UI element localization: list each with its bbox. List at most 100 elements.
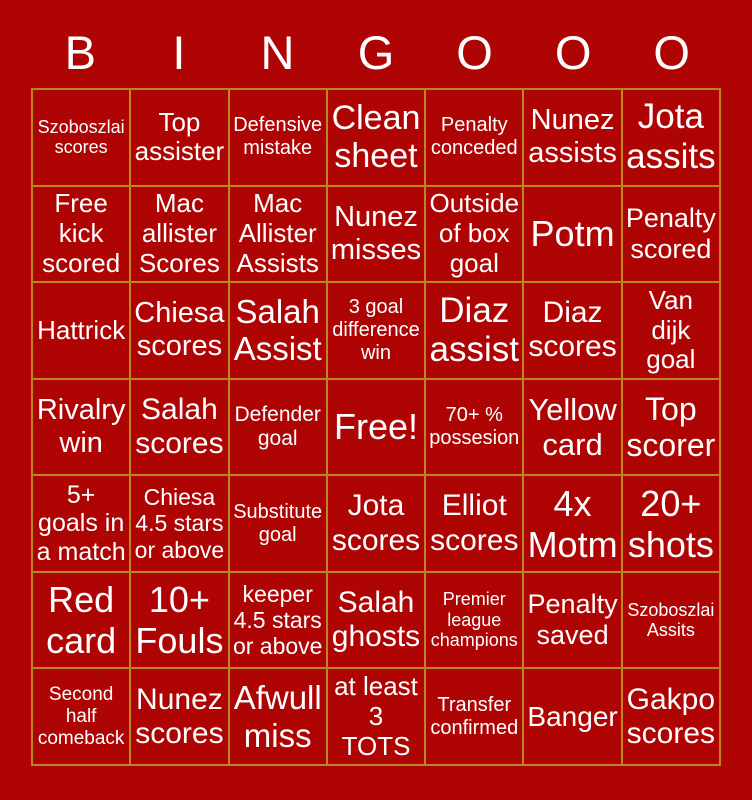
bingo-cell[interactable]: Transfer confirmed (426, 669, 523, 764)
bingo-cell[interactable]: Red card (33, 572, 130, 668)
bingo-cell[interactable]: Van dijk goal (622, 283, 719, 378)
bingo-cell[interactable]: Clean sheet (327, 90, 425, 185)
bingo-cell[interactable]: Hattrick (33, 283, 130, 378)
bingo-cell[interactable]: Second half comeback (33, 669, 130, 764)
bingo-cell[interactable]: Nunez misses (327, 186, 425, 282)
bingo-cell-text: Banger (527, 700, 618, 732)
bingo-cell-text: Nunez scores (135, 682, 224, 750)
bingo-board: Szoboszlai scores Top assister Defensive m… (31, 88, 721, 766)
bingo-cell[interactable]: Banger (524, 669, 621, 764)
bingo-cell-text: Top assister (134, 106, 225, 167)
bingo-cell[interactable]: Defender goal (229, 379, 326, 475)
bingo-cell[interactable]: Mac Allister Assists (229, 186, 326, 282)
bingo-cell-text: Hattrick (37, 314, 126, 345)
bingo-cell-text: Diaz scores (528, 296, 617, 364)
bingo-cell[interactable]: Salah scores (131, 379, 228, 475)
bingo-cell[interactable]: 70+ % possesion (426, 379, 523, 475)
bingo-title-letter: N (260, 25, 295, 79)
bingo-title-letter: G (357, 25, 395, 79)
bingo-cell[interactable]: Elliot scores (426, 476, 523, 571)
bingo-cell-text: Defensive mistake (233, 114, 323, 160)
bingo-cell-text: Second half comeback (37, 684, 125, 749)
bingo-cell[interactable]: Gakpo scores (622, 669, 719, 764)
bingo-cell-text: Van dijk goal (646, 284, 696, 375)
bingo-cell[interactable]: Salah ghosts (327, 572, 425, 668)
bingo-cell[interactable]: Diaz scores (524, 283, 621, 378)
bingo-cell[interactable]: Jota scores (327, 476, 425, 571)
bingo-cell-text: 5+ goals in a match (36, 480, 126, 566)
bingo-cell-text: Premier league champions (430, 589, 518, 651)
bingo-cell[interactable]: Substitute goal (229, 476, 326, 571)
bingo-cell-text: Salah Assist (233, 292, 322, 368)
bingo-cell[interactable]: Salah Assist (229, 283, 326, 378)
bingo-cell[interactable]: 3 goal difference win (327, 283, 425, 378)
bingo-cell[interactable]: 5+ goals in a match (33, 476, 130, 571)
bingo-cell-text: Chiesa 4.5 stars or above (134, 484, 225, 563)
bingo-cell-text: 4x Motm (527, 482, 618, 565)
bingo-cell[interactable]: Mac allister Scores (131, 186, 228, 282)
bingo-cell[interactable]: Penalty saved (524, 572, 621, 668)
bingo-cell-text: Penalty conceded (430, 114, 518, 160)
bingo-cell-text: Potm (530, 213, 615, 255)
bingo-title-letter: I (172, 25, 186, 79)
bingo-cell-text: 20+ shots (627, 482, 714, 565)
bingo-cell[interactable]: Nunez scores (131, 669, 228, 764)
bingo-cell-text: Penalty saved (527, 589, 618, 651)
bingo-cell[interactable]: keeper 4.5 stars or above (229, 572, 326, 668)
bingo-cell-text: Yellow card (528, 391, 617, 462)
bingo-cell-text: Outside of box goal (429, 188, 520, 278)
bingo-cell-text: Mac allister Scores (138, 188, 220, 278)
bingo-cell[interactable]: Nunez assists (524, 90, 621, 185)
bingo-cell-text: Salah ghosts (331, 585, 421, 654)
bingo-cell-text: Szoboszlai Assits (627, 599, 715, 641)
bingo-cell[interactable]: Premier league champions (426, 572, 523, 668)
bingo-cell[interactable]: Defensive mistake (229, 90, 326, 185)
bingo-cell[interactable]: Chiesa 4.5 stars or above (131, 476, 228, 571)
bingo-cell[interactable]: Szoboszlai Assits (622, 572, 719, 668)
bingo-cell[interactable]: Yellow card (524, 379, 621, 475)
bingo-cell-text: Nunez misses (330, 200, 422, 266)
bingo-cell[interactable]: Free kick scored (33, 186, 130, 282)
bingo-cell[interactable]: Penalty scored (622, 186, 719, 282)
bingo-cell[interactable]: 20+ shots (622, 476, 719, 571)
bingo-cell-text: Mac Allister Assists (236, 188, 319, 278)
bingo-cell[interactable]: Chiesa scores (131, 283, 228, 378)
bingo-cell[interactable]: 10+ Fouls (131, 572, 228, 668)
bingo-cell-text: Elliot scores (430, 489, 519, 557)
bingo-cell-text: at least 3 TOTS (334, 671, 418, 761)
bingo-cell-text: Red card (46, 579, 117, 662)
bingo-cell[interactable]: at least 3 TOTS (327, 669, 425, 764)
bingo-cell-text: Afwull miss (233, 679, 322, 754)
bingo-cell[interactable]: Jota assits (622, 90, 719, 185)
bingo-cell-text: Clean sheet (331, 98, 421, 176)
bingo-cell[interactable]: Potm (524, 186, 621, 282)
bingo-cell-text: Rivalry win (36, 393, 126, 459)
bingo-cell[interactable]: Rivalry win (33, 379, 130, 475)
bingo-cell[interactable]: Penalty conceded (426, 90, 523, 185)
bingo-cell-text: Salah scores (135, 392, 224, 460)
bingo-cell-text: Penalty scored (625, 203, 716, 264)
bingo-cell-text: Jota scores (331, 489, 421, 557)
bingo-title-letter: O (653, 25, 690, 79)
bingo-cell[interactable]: Diaz assist (426, 283, 523, 378)
bingo-cell[interactable]: Free! (327, 379, 425, 475)
bingo-cell[interactable]: Outside of box goal (426, 186, 523, 282)
bingo-cell-text: 3 goal difference win (332, 296, 420, 364)
bingo-cell[interactable]: Top scorer (622, 379, 719, 475)
bingo-cell-text: keeper 4.5 stars or above (232, 580, 323, 660)
bingo-title-letter: B (64, 25, 96, 79)
bingo-cell-text: Defender goal (234, 403, 321, 450)
bingo-cell-text: 10+ Fouls (135, 579, 224, 662)
bingo-cell-text: Nunez assists (528, 104, 617, 170)
bingo-cell[interactable]: Afwull miss (229, 669, 326, 764)
bingo-cell[interactable]: Top assister (131, 90, 228, 185)
bingo-title-letter: O (456, 25, 493, 79)
bingo-cell-text: Chiesa scores (134, 297, 225, 363)
bingo-cell-text: Free kick scored (42, 188, 121, 278)
bingo-cell[interactable]: 4x Motm (524, 476, 621, 571)
bingo-cell-text: Diaz assist (429, 290, 520, 370)
bingo-cell-text: 70+ % possesion (429, 404, 520, 449)
bingo-cell[interactable]: Szoboszlai scores (33, 90, 130, 185)
